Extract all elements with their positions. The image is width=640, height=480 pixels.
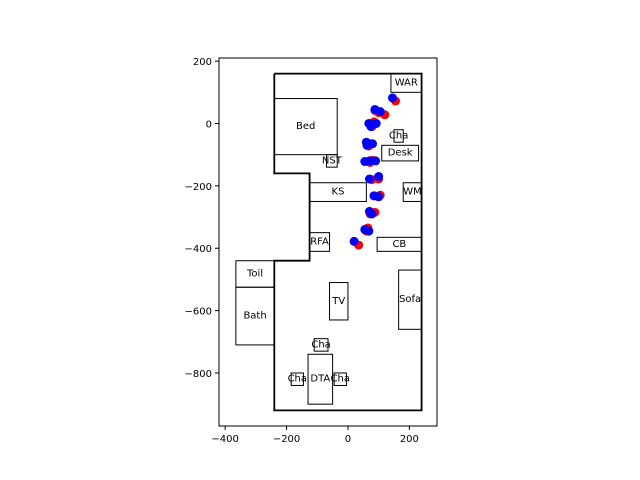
room-box-wm bbox=[402, 182, 423, 202]
data-point-series-2 bbox=[366, 122, 376, 132]
room-label-wm: WM bbox=[403, 187, 422, 198]
x-tick-label: −200 bbox=[273, 434, 300, 445]
room-label-rfa: RFA bbox=[310, 237, 329, 248]
axis-ticks-layer: −400 −200 0 200 200 0 −200 −400 −600 −800 bbox=[185, 57, 419, 445]
data-point-series-2 bbox=[364, 174, 374, 184]
room-label-bath: Bath bbox=[243, 311, 266, 322]
room-box-cha bbox=[290, 372, 304, 386]
room-box-cha bbox=[393, 129, 404, 143]
room-box-cb bbox=[376, 236, 423, 252]
room-box-rfa bbox=[309, 232, 331, 252]
y-tick-label: −800 bbox=[185, 369, 212, 380]
room-label-dta: DTA bbox=[310, 374, 330, 385]
data-point-series-2 bbox=[370, 104, 380, 114]
room-box-dta bbox=[307, 353, 334, 405]
room-label-nst: NST bbox=[322, 155, 343, 166]
room-box-war bbox=[390, 73, 423, 93]
data-point-series-2 bbox=[367, 209, 377, 219]
room-box-desk bbox=[381, 144, 420, 162]
y-tick-label: 0 bbox=[206, 119, 212, 130]
data-point-series-2 bbox=[360, 157, 370, 167]
plot-area-frame bbox=[218, 57, 438, 427]
room-box-bath bbox=[235, 286, 275, 346]
axes-frame bbox=[218, 57, 438, 427]
room-box-sofa bbox=[398, 269, 423, 330]
room-label-toil: Toil bbox=[246, 268, 263, 279]
room-box-nst bbox=[325, 154, 338, 168]
room-label-sofa: Sofa bbox=[399, 294, 421, 305]
data-points-layer bbox=[349, 93, 401, 250]
y-tick-label: −400 bbox=[185, 244, 212, 255]
data-point-series-2 bbox=[369, 191, 379, 201]
room-label-cha: Cha bbox=[331, 374, 350, 385]
room-label-cb: CB bbox=[392, 239, 406, 250]
room-label-cha: Cha bbox=[288, 374, 307, 385]
room-label-cha: Cha bbox=[389, 130, 408, 141]
room-label-cha: Cha bbox=[311, 339, 330, 350]
room-box-ks bbox=[309, 182, 367, 202]
room-label-ks: KS bbox=[332, 187, 345, 198]
room-label-desk: Desk bbox=[388, 148, 413, 159]
y-tick-label: −600 bbox=[185, 307, 212, 318]
x-tick-label: −400 bbox=[211, 434, 238, 445]
data-point-series-2 bbox=[349, 236, 359, 246]
room-boxes-layer: WAR Bed Cha Desk NST KS WM RFA CB Toil Bath TV Sofa C… bbox=[235, 73, 423, 405]
room-label-tv: TV bbox=[331, 296, 345, 307]
data-point-series-2 bbox=[368, 139, 378, 149]
y-tick-label: −200 bbox=[185, 182, 212, 193]
room-label-war: WAR bbox=[395, 77, 418, 88]
room-box-tv bbox=[329, 282, 349, 321]
room-label-bed: Bed bbox=[296, 121, 315, 132]
y-tick-label: 200 bbox=[193, 57, 212, 68]
x-tick-label: 200 bbox=[400, 434, 419, 445]
data-point-series-2 bbox=[387, 93, 397, 103]
data-point-series-2 bbox=[364, 226, 374, 236]
data-point-series-2 bbox=[374, 172, 384, 182]
x-tick-label: 0 bbox=[345, 434, 351, 445]
room-box-cha bbox=[333, 372, 347, 386]
room-box-cha bbox=[313, 338, 329, 352]
room-box-bed bbox=[273, 98, 338, 156]
